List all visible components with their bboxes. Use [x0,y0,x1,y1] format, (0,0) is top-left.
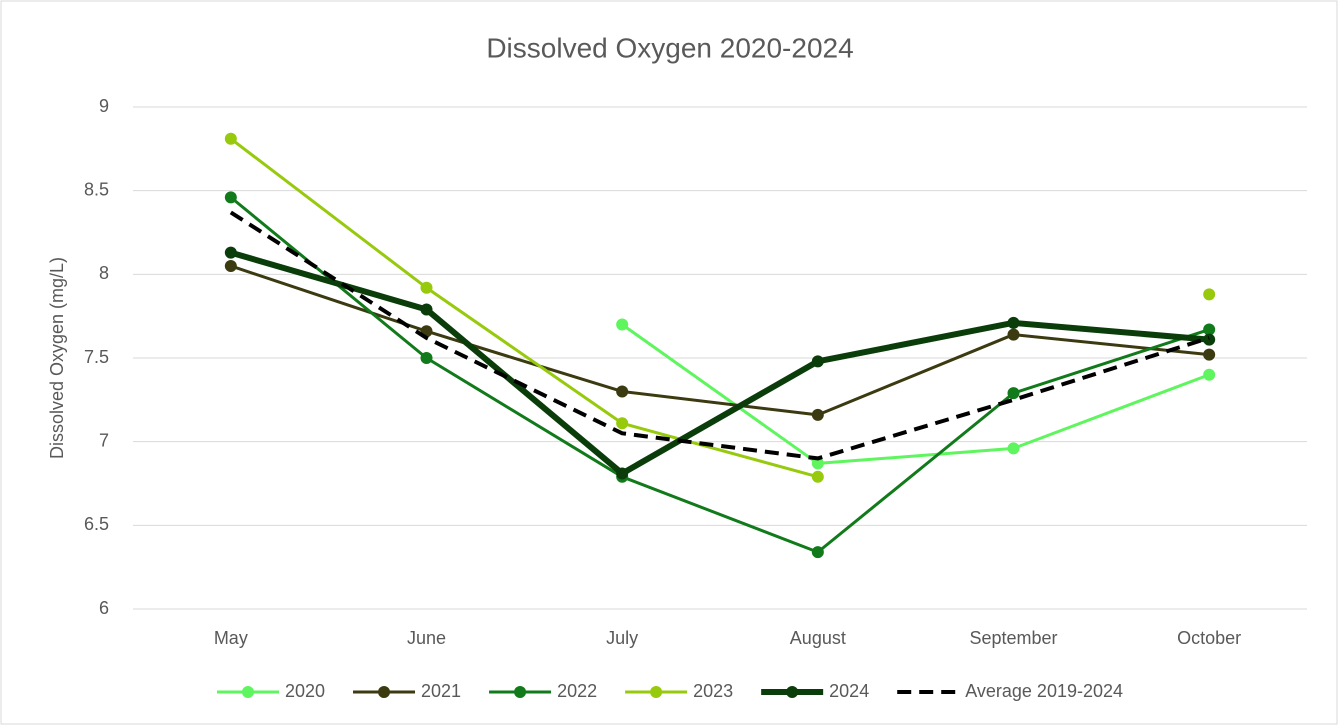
data-point [420,281,433,294]
legend-label: 2020 [285,681,325,701]
legend-item: 2022 [489,681,597,701]
legend-item: Average 2019-2024 [897,681,1123,701]
x-tick-label: August [790,628,846,648]
data-point [1007,387,1020,400]
x-tick-label: September [969,628,1057,648]
data-point [811,408,824,421]
data-point [616,318,629,331]
x-tick-label: June [407,628,446,648]
data-point [420,352,433,364]
legend-item: 2023 [625,681,733,701]
data-point [616,467,629,480]
series-line [229,210,1210,461]
legend-item: 2021 [353,681,461,701]
data-point [1007,442,1020,455]
x-tick-label: May [214,628,248,648]
data-point [224,246,237,259]
legend: 2020 2021 2022 2023 2024 Average 2019-2024 [216,681,1123,701]
chart-title: Dissolved Oxygen 2020-2024 [486,32,853,63]
legend-label: 2023 [693,681,733,701]
series-line [229,249,1210,477]
data-point [616,417,629,430]
series-line [230,264,1210,417]
legend-label: 2022 [557,681,597,701]
series-line [229,196,1210,554]
data-point [1007,328,1020,341]
y-tick-label: 7.5 [84,347,109,367]
data-point [224,132,237,145]
y-tick-label: 7 [99,430,109,450]
data-point [1203,348,1216,361]
legend-marker [378,686,391,698]
legend-marker [514,686,527,698]
legend-label: Average 2019-2024 [965,681,1123,701]
x-tick-label: July [606,628,638,648]
legend-item: 2024 [761,681,869,701]
y-tick-label: 6.5 [84,514,109,534]
data-point [420,303,433,316]
y-tick-label: 6 [99,598,109,618]
legend-marker [650,686,663,698]
data-point [811,470,824,483]
x-tick-label: October [1177,628,1241,648]
y-tick-label: 9 [99,96,109,116]
legend-label: 2024 [829,681,869,701]
y-tick-label: 8 [99,263,109,283]
data-point [1203,368,1216,381]
data-point [811,546,824,559]
data-point [811,355,824,368]
data-point [616,385,629,398]
y-axis-label: Dissolved Oxygen (mg/L) [47,257,67,459]
data-point [811,457,824,470]
data-point [224,191,237,204]
y-tick-label: 8.5 [84,179,109,199]
data-point [1203,288,1216,301]
data-point [1203,323,1216,336]
legend-marker [241,686,254,698]
data-point [1007,316,1020,329]
data-point [224,259,237,272]
legend-marker [786,686,799,698]
series-line [621,323,1210,465]
legend-label: 2021 [421,681,461,701]
legend-item: 2020 [216,681,325,701]
